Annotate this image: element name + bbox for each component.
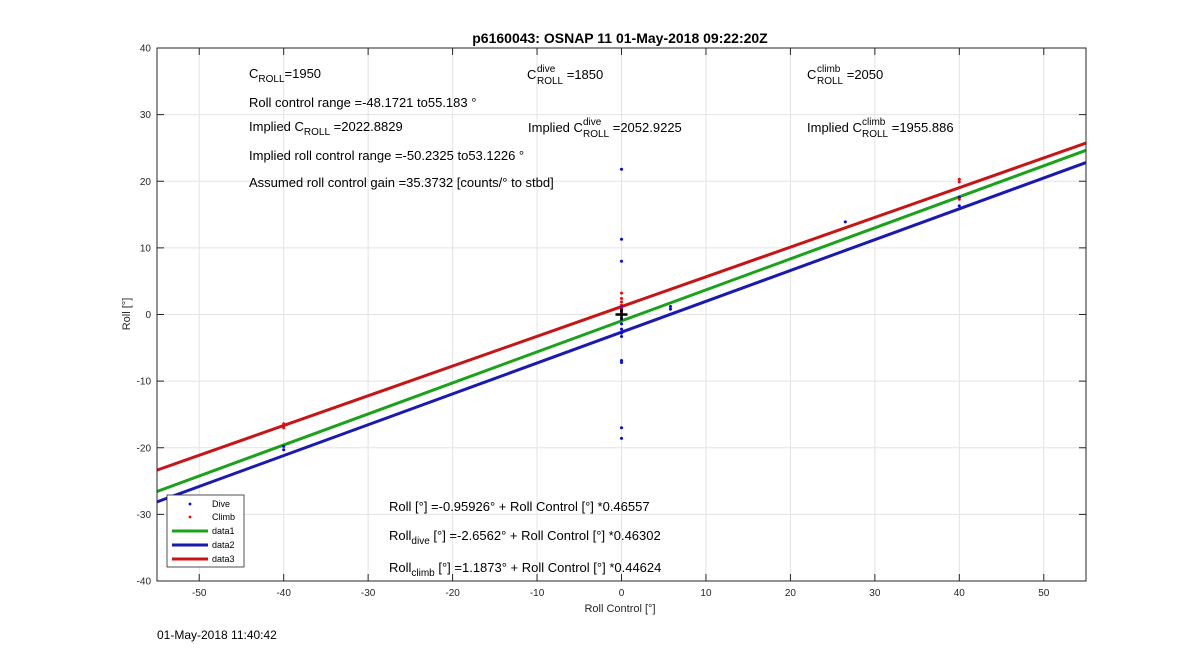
legend: Dive Climb data1 data2 data3 xyxy=(166,494,245,568)
dive-point xyxy=(282,448,286,452)
y-tick-label: 20 xyxy=(140,177,152,188)
series-layer xyxy=(156,141,1087,504)
dive-point xyxy=(620,237,623,241)
dive-point xyxy=(668,307,672,311)
dive-point xyxy=(282,444,286,448)
fit-dive-label: Rolldive [°] =-2.6562° + Roll Control [°… xyxy=(389,528,661,547)
dive-point xyxy=(620,327,623,331)
climb-point xyxy=(282,422,286,426)
x-tick-label: -20 xyxy=(445,588,460,599)
x-tick-label: 30 xyxy=(869,588,881,599)
x-tick-label: -50 xyxy=(192,588,207,599)
y-tick-label: 10 xyxy=(140,243,152,254)
dive-point xyxy=(620,426,623,430)
implied-c-roll-label: Implied CROLL =2022.8829 xyxy=(249,119,403,138)
c-roll-label: CROLL=1950 xyxy=(249,66,321,85)
climb-point xyxy=(957,197,961,201)
dive-point xyxy=(620,436,623,440)
c-roll-climb-label: Cclimb ROLL =2050 xyxy=(807,64,883,87)
x-tick-label: 20 xyxy=(785,588,797,599)
y-tick-label: -40 xyxy=(137,577,152,588)
c-roll-dive-label: Cdive ROLL =1850 xyxy=(527,64,603,87)
implied-c-roll-dive-label: Implied Cdive ROLL =2052.9225 xyxy=(528,117,682,140)
roll-control-range-label: Roll control range =-48.1721 to55.183 ° xyxy=(249,95,476,110)
x-tick-label: 40 xyxy=(954,588,966,599)
dive-point xyxy=(957,204,961,208)
climb-point xyxy=(957,180,961,184)
dive-point xyxy=(620,360,623,364)
climb-point xyxy=(620,291,623,295)
x-tick-label: 0 xyxy=(619,588,625,599)
dive-point xyxy=(620,259,623,263)
y-tick-label: 0 xyxy=(145,310,151,321)
legend-label-data3: data3 xyxy=(212,554,235,564)
dive-point xyxy=(620,167,623,171)
legend-label-climb: Climb xyxy=(212,512,235,522)
plot-timestamp: 01-May-2018 11:40:42 xyxy=(157,628,277,642)
y-tick-label: -20 xyxy=(137,443,152,454)
dive-point xyxy=(620,334,623,338)
legend-label-dive: Dive xyxy=(212,499,230,509)
y-tick-label: -10 xyxy=(137,377,152,388)
dive-point xyxy=(620,331,623,335)
axis-ticks: -50 -40 -30 -20 -10 0 10 20 30 40 50 -40 -30 -20 -10 0 1… xyxy=(137,44,1086,599)
climb-point xyxy=(620,303,623,307)
dive-point xyxy=(668,305,672,309)
climb-point xyxy=(957,177,961,181)
y-tick-label: 30 xyxy=(140,110,152,121)
y-tick-label: 40 xyxy=(140,44,152,55)
x-tick-label: -40 xyxy=(276,588,291,599)
x-axis-title: Roll Control [°] xyxy=(584,603,655,615)
legend-label-data2: data2 xyxy=(212,540,235,550)
assumed-gain-label: Assumed roll control gain =35.3732 [coun… xyxy=(249,175,554,190)
legend-marker-climb xyxy=(188,515,192,519)
x-tick-label: -30 xyxy=(361,588,376,599)
chart-title: p6160043: OSNAP 11 01-May-2018 09:22:20Z xyxy=(472,30,768,46)
dive-point xyxy=(843,220,847,224)
fit-climb-label: Rollclimb [°] =1.1873° + Roll Control [°… xyxy=(389,560,661,579)
x-tick-label: -10 xyxy=(530,588,545,599)
x-tick-label: 10 xyxy=(700,588,712,599)
implied-c-roll-climb-label: Implied Cclimb ROLL =1955.886 xyxy=(807,117,954,140)
x-tick-label: 50 xyxy=(1038,588,1050,599)
legend-label-data1: data1 xyxy=(212,526,235,536)
y-tick-label: -30 xyxy=(137,510,152,521)
legend-marker-dive xyxy=(188,502,192,506)
climb-point xyxy=(282,426,286,430)
y-axis-title: Roll [°] xyxy=(121,298,133,331)
climb-point xyxy=(620,297,623,301)
dive-point xyxy=(620,322,623,326)
fit-all-label: Roll [°] =-0.95926° + Roll Control [°] *… xyxy=(389,499,650,514)
implied-roll-control-range-label: Implied roll control range =-50.2325 to5… xyxy=(249,148,524,163)
climb-point xyxy=(620,300,623,304)
fit-line-data1 xyxy=(156,148,1087,493)
